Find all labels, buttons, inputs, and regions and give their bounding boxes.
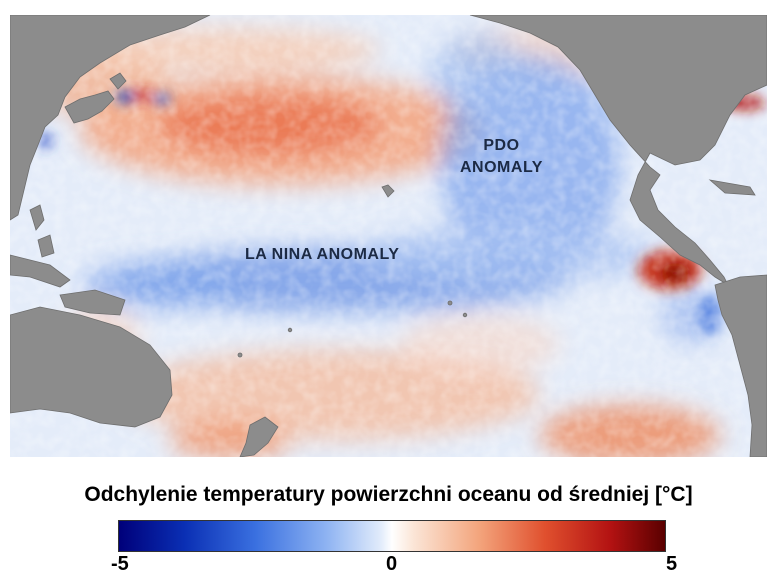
new-zealand-landmass xyxy=(239,416,279,457)
la-nina-anomaly-label: LA NINA ANOMALY xyxy=(245,246,400,263)
sst-anomaly-map: LA NINA ANOMALY PDO ANOMALY xyxy=(10,15,767,457)
land-masses xyxy=(10,15,767,457)
scale-max-label: 5 xyxy=(666,553,678,575)
pdo-label-line1: PDO xyxy=(483,137,520,154)
south-america-landmass xyxy=(714,274,767,457)
color-scale-bar xyxy=(118,520,666,552)
map-canvas xyxy=(10,15,767,457)
new-guinea-landmass xyxy=(59,289,126,316)
cuba-landmass xyxy=(708,179,756,196)
pdo-anomaly-label: PDO ANOMALY xyxy=(460,135,543,179)
scale-min-label: -5 xyxy=(111,553,129,575)
australia-landmass xyxy=(10,306,173,428)
legend-title: Odchylenie temperatury powierzchni ocean… xyxy=(84,483,693,506)
pdo-label-line2: ANOMALY xyxy=(460,159,543,176)
japan-landmass xyxy=(64,90,115,124)
hawaii-landmass xyxy=(381,184,395,198)
scale-mid-label: 0 xyxy=(386,553,398,575)
asia-landmass xyxy=(10,15,211,221)
